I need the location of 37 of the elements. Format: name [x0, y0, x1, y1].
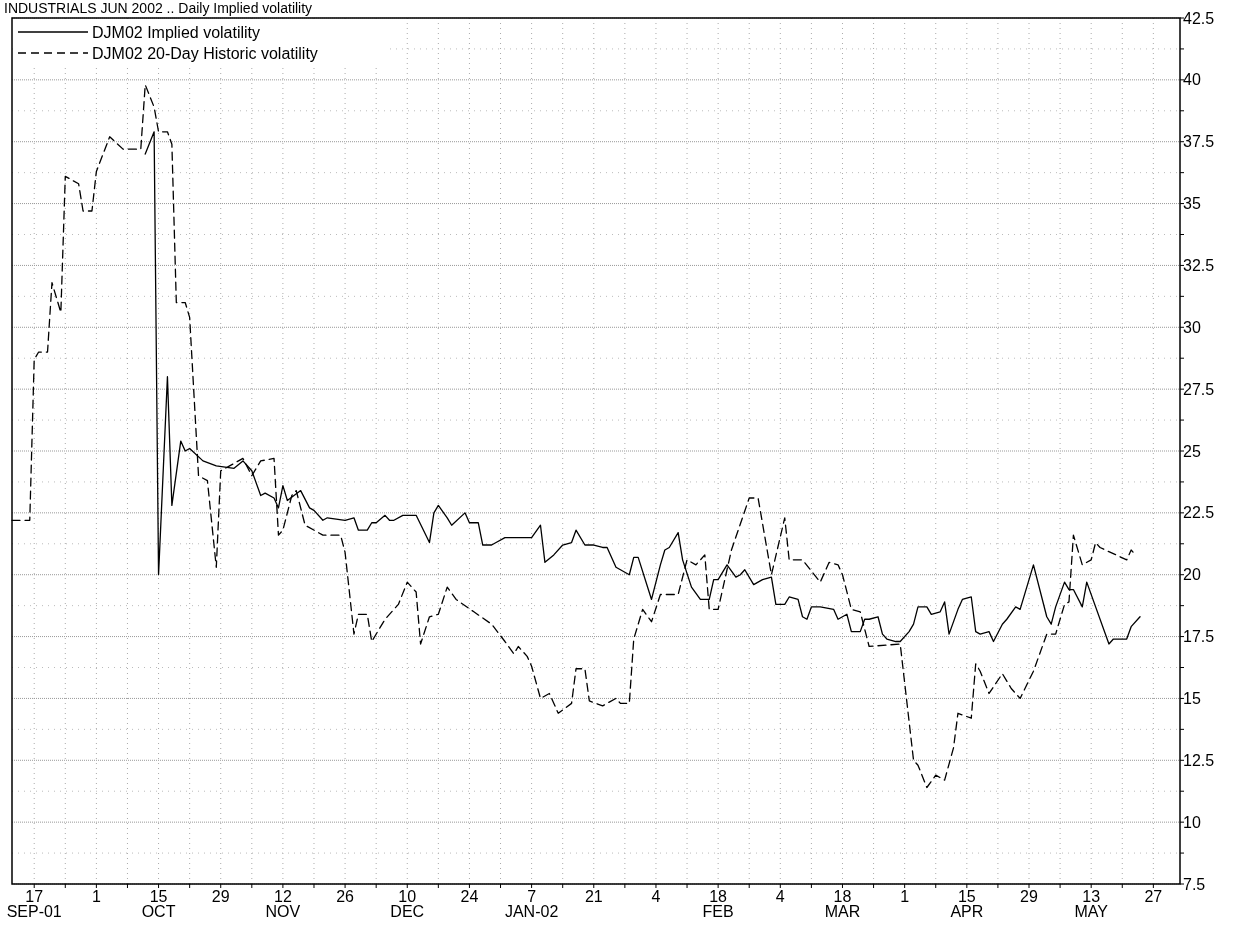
y-tick-label: 32.5: [1183, 257, 1215, 275]
x-tick-label: 21: [584, 888, 603, 905]
x-tick-label: 18 FEB: [702, 888, 734, 920]
y-tick-label: 20: [1183, 566, 1201, 584]
x-tick-label: 18 MAR: [824, 888, 861, 920]
y-tick-label: 15: [1183, 690, 1201, 708]
x-tick-label: 13 MAY: [1074, 888, 1109, 920]
x-tick-label: 12 NOV: [265, 888, 301, 920]
x-tick-label: 1: [91, 888, 101, 905]
y-tick-label: 30: [1183, 318, 1201, 336]
x-tick-label: 10 DEC: [390, 888, 425, 920]
x-tick-label: 24: [460, 888, 479, 905]
x-tick-label: 27: [1144, 888, 1163, 905]
y-tick-label: 37.5: [1183, 133, 1215, 151]
x-tick-label: 4: [775, 888, 785, 905]
y-tick-label: 27.5: [1183, 380, 1215, 398]
legend-label: DJM02 20-Day Historic volatility: [92, 44, 318, 62]
y-tick-label: 7.5: [1183, 875, 1206, 893]
x-tick-label: 15 APR: [950, 888, 984, 920]
x-tick-label: 7 JAN-02: [504, 888, 559, 920]
x-tick-label: 29: [1020, 888, 1038, 905]
y-tick-label: 35: [1183, 195, 1201, 213]
y-tick-label: 42.5: [1183, 9, 1215, 27]
x-tick-label: 26: [336, 888, 355, 905]
x-tick-label: 15 OCT: [141, 888, 176, 920]
x-tick-label: 17 SEP-01: [6, 888, 62, 920]
x-tick-label: 4: [651, 888, 661, 905]
y-tick-label: 17.5: [1183, 628, 1215, 646]
y-tick-label: 40: [1183, 71, 1201, 89]
y-tick-label: 10: [1183, 813, 1201, 831]
y-tick-label: 12.5: [1183, 751, 1215, 769]
legend-label: DJM02 Implied volatility: [92, 23, 261, 41]
x-tick-label: 29: [211, 888, 230, 905]
x-tick-label: 1: [900, 888, 910, 905]
y-tick-label: 25: [1183, 442, 1201, 460]
chart-title: INDUSTRIALS JUN 2002 .. Daily Implied volatility: [4, 0, 313, 16]
y-tick-label: 22.5: [1183, 504, 1215, 522]
